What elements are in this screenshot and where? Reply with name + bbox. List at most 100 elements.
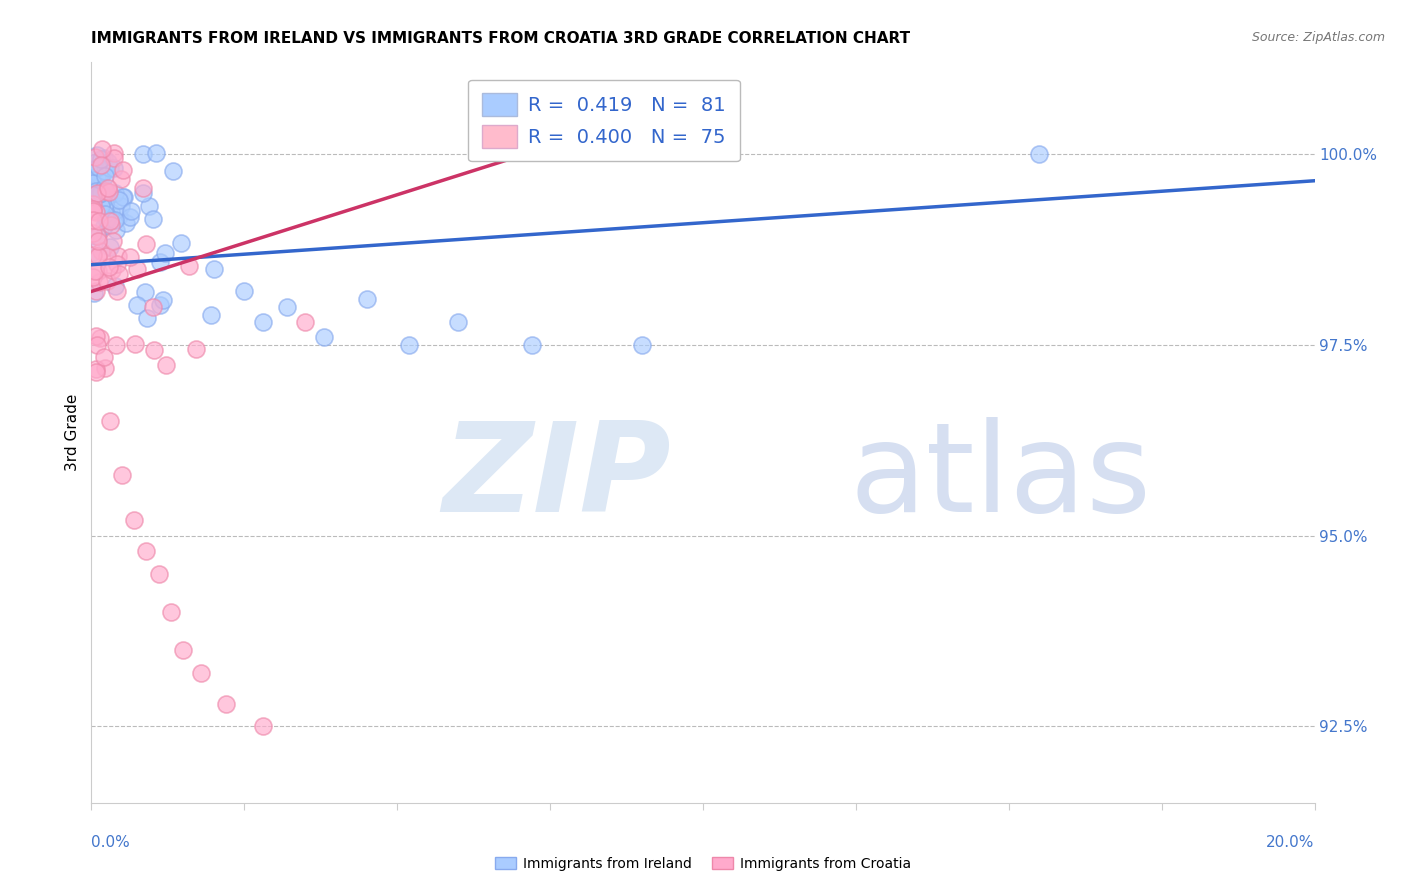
Point — [100, 218, 122, 232]
Point — [104, 213, 127, 227]
Point — [94, 212, 117, 227]
Point — [87, 249, 110, 263]
Point — [520, 338, 543, 352]
Point — [105, 257, 128, 271]
Point — [132, 181, 155, 195]
Point — [84, 329, 107, 343]
Point — [86, 338, 108, 352]
Point — [98, 161, 121, 176]
Point — [103, 161, 125, 175]
Point — [84, 150, 107, 164]
Point — [93, 350, 115, 364]
Point — [98, 214, 121, 228]
Point — [190, 666, 212, 681]
Point — [86, 186, 108, 200]
Point — [90, 186, 112, 201]
Point — [84, 285, 107, 299]
Point — [90, 153, 112, 167]
Point — [142, 211, 165, 226]
Point — [145, 146, 167, 161]
Point — [118, 250, 141, 264]
Text: 0.0%: 0.0% — [91, 836, 131, 850]
Point — [87, 275, 110, 289]
Point — [82, 203, 104, 218]
Point — [108, 267, 131, 281]
Point — [97, 155, 120, 169]
Point — [152, 293, 174, 307]
Point — [82, 248, 104, 262]
Text: atlas: atlas — [849, 417, 1152, 538]
Text: 20.0%: 20.0% — [1267, 836, 1315, 850]
Legend: Immigrants from Ireland, Immigrants from Croatia: Immigrants from Ireland, Immigrants from… — [489, 851, 917, 876]
Point — [84, 365, 107, 379]
Point — [112, 162, 135, 177]
Point — [87, 168, 110, 182]
Point — [90, 244, 112, 259]
Point — [177, 259, 200, 273]
Point — [96, 212, 118, 227]
Point — [148, 566, 170, 581]
Point — [294, 315, 316, 329]
Point — [104, 186, 127, 201]
Point — [90, 167, 112, 181]
Point — [98, 414, 121, 428]
Point — [83, 285, 105, 300]
Point — [149, 255, 172, 269]
Point — [83, 263, 105, 277]
Point — [86, 229, 108, 244]
Point — [398, 338, 420, 352]
Point — [89, 187, 111, 202]
Point — [111, 467, 134, 482]
Point — [447, 315, 470, 329]
Point — [105, 284, 128, 298]
Point — [162, 164, 184, 178]
Point — [112, 190, 135, 204]
Point — [312, 330, 335, 344]
Text: Source: ZipAtlas.com: Source: ZipAtlas.com — [1251, 31, 1385, 45]
Point — [153, 245, 176, 260]
Point — [115, 216, 138, 230]
Point — [82, 202, 104, 216]
Point — [83, 156, 105, 170]
Point — [110, 199, 132, 213]
Text: IMMIGRANTS FROM IRELAND VS IMMIGRANTS FROM CROATIA 3RD GRADE CORRELATION CHART: IMMIGRANTS FROM IRELAND VS IMMIGRANTS FR… — [91, 31, 911, 46]
Point — [94, 197, 117, 211]
Point — [82, 244, 104, 259]
Point — [93, 219, 115, 233]
Point — [82, 176, 104, 190]
Point — [84, 185, 107, 199]
Point — [90, 199, 112, 213]
Point — [90, 195, 112, 210]
Point — [108, 193, 131, 207]
Point — [184, 342, 207, 356]
Point — [89, 213, 111, 227]
Point — [135, 544, 157, 558]
Point — [94, 184, 117, 198]
Point — [87, 234, 110, 248]
Point — [120, 203, 142, 218]
Point — [96, 249, 118, 263]
Point — [134, 285, 156, 299]
Point — [108, 209, 131, 223]
Point — [155, 358, 177, 372]
Point — [104, 279, 127, 293]
Point — [107, 249, 129, 263]
Point — [124, 336, 146, 351]
Point — [82, 188, 104, 202]
Point — [82, 166, 104, 180]
Point — [82, 181, 104, 195]
Y-axis label: 3rd Grade: 3rd Grade — [65, 394, 80, 471]
Point — [356, 292, 378, 306]
Point — [96, 274, 118, 288]
Point — [122, 513, 145, 527]
Point — [104, 338, 127, 352]
Point — [132, 186, 155, 200]
Point — [96, 190, 118, 204]
Point — [87, 229, 110, 244]
Point — [87, 181, 110, 195]
Point — [111, 190, 134, 204]
Point — [136, 310, 159, 325]
Point — [110, 172, 132, 186]
Point — [87, 160, 110, 174]
Point — [84, 362, 107, 376]
